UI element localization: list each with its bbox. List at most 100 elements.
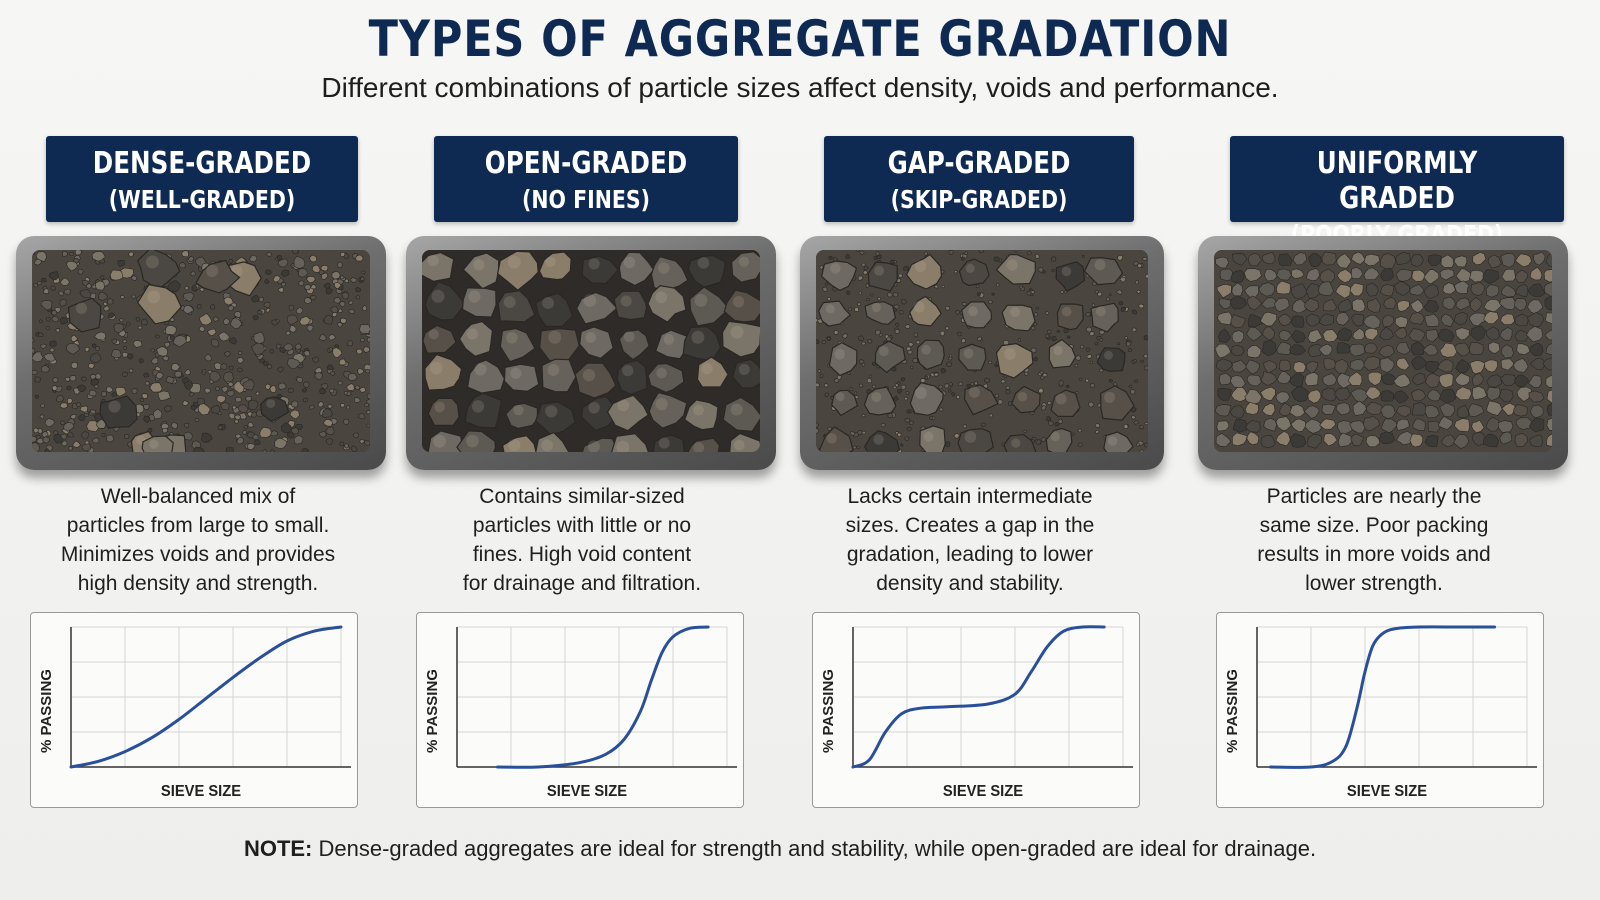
stone-highlight [835,391,845,402]
stone-highlight [1055,393,1067,405]
stone-highlight [147,290,161,304]
stone [1411,372,1426,386]
stone [1395,430,1414,446]
stone [1425,360,1440,374]
stone [1138,303,1145,309]
stone [328,346,334,352]
stone [1337,432,1353,448]
stone-highlight [826,433,837,444]
stone [296,376,304,383]
stone [35,251,47,262]
stone [923,251,928,256]
stone [128,251,134,257]
stone-highlight [914,260,927,273]
aggregate-texture [1214,250,1552,452]
stone-highlight [466,328,478,340]
stone [821,260,858,292]
stone-highlight [587,440,600,452]
stone [909,382,944,416]
stone [281,282,286,287]
stone [1304,298,1319,313]
stone [877,296,881,301]
stone [901,298,907,305]
stone [1243,268,1262,282]
stone [1023,429,1027,434]
stone [1128,348,1133,353]
stone [237,404,249,413]
stone [909,365,914,369]
stone [59,402,68,409]
stone [943,383,950,389]
stone [861,413,866,418]
stone [283,343,294,352]
stone [1486,374,1502,388]
stone [908,341,914,348]
stone [575,291,618,325]
stone [333,297,341,304]
stone [861,362,866,367]
stone [1081,254,1085,259]
stone [1365,282,1379,297]
stone-highlight [656,367,667,379]
stone-highlight [691,330,705,344]
stone [56,395,65,403]
stone [1516,386,1532,402]
stone [201,432,213,443]
stone [170,421,178,430]
stone [1422,344,1439,356]
stone-highlight [1017,391,1028,402]
stone [424,280,466,321]
stone [1089,360,1093,364]
stone [1485,416,1500,432]
stone [951,392,956,397]
stone [1333,387,1351,401]
stone [867,338,873,344]
stone [1335,284,1351,299]
stone [260,396,290,423]
stone [983,377,990,383]
stone-highlight [513,404,524,416]
stone [228,337,237,345]
stone [892,292,899,298]
stone [1277,313,1292,327]
stone [276,366,284,373]
stone-highlight [507,255,521,269]
stone [1470,281,1486,297]
stone [329,388,335,394]
stone [422,251,455,283]
stone [32,348,36,354]
stone [1079,344,1085,349]
stone [1047,420,1055,427]
stone [243,424,248,429]
stone [1290,386,1309,403]
stone [1260,435,1276,449]
stone [253,331,265,345]
stone [348,308,355,315]
gradation-curve [1269,625,1497,769]
stone [251,294,260,303]
panel-subheading: (WELL-GRADED) [108,185,296,214]
stone [1216,283,1232,299]
stone [1137,263,1143,269]
stone [1133,379,1139,384]
stone [306,324,314,332]
stone [136,250,181,291]
stone-highlight [428,329,439,340]
stone-highlight [548,330,562,344]
stone [366,393,370,400]
stone-highlight [427,254,439,267]
stone [933,284,939,289]
stone [44,448,51,452]
y-axis-label: % PASSING [37,669,55,753]
stone [1427,420,1441,433]
stone [1412,418,1426,431]
stone [970,382,975,387]
stone [1365,435,1381,448]
stone [1512,358,1529,373]
stone [1014,250,1018,253]
stone [1380,390,1395,402]
stone [904,436,910,442]
panel-gap-graded: GAP-GRADED (SKIP-GRADED) Lacks certain i… [800,136,1214,836]
stone [206,328,217,337]
stone [1469,269,1486,283]
